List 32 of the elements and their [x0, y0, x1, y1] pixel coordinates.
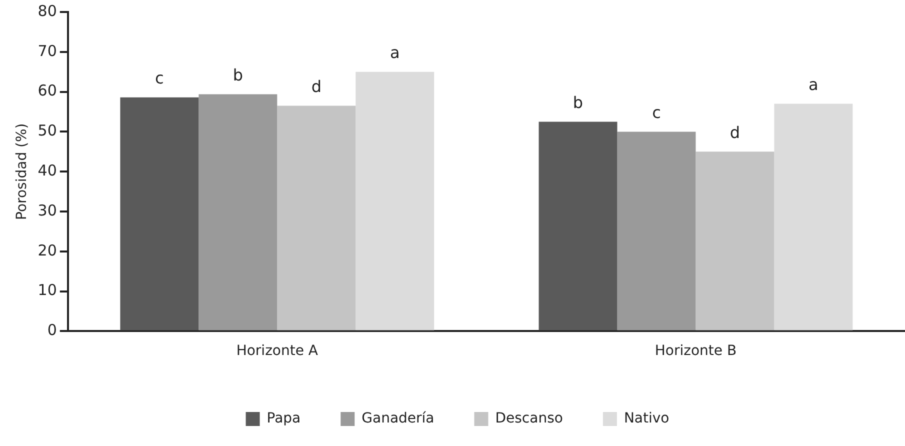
bar: [198, 94, 278, 330]
y-tick-label: 20: [38, 241, 57, 260]
data-label: c: [652, 102, 661, 122]
bar: [356, 72, 434, 330]
y-tick-label: 70: [38, 42, 57, 60]
y-tick-label: 10: [38, 281, 57, 300]
x-tick-label: Horizonte A: [236, 343, 318, 360]
legend-label: Nativo: [624, 410, 670, 427]
y-tick-label: 50: [38, 122, 57, 140]
y-tick-label: 80: [38, 2, 57, 20]
x-tick-label: Horizonte B: [654, 343, 737, 360]
data-label: d: [311, 76, 322, 96]
data-label: c: [155, 68, 164, 88]
legend-label: Papa: [266, 410, 301, 427]
y-tick-label: 60: [38, 82, 57, 100]
legend-label: Ganadería: [362, 410, 434, 427]
data-label: b: [572, 92, 584, 112]
y-tick-label: 0: [47, 321, 57, 340]
bar: [120, 97, 199, 330]
data-label: d: [730, 122, 740, 142]
bar: [538, 122, 618, 330]
y-axis-title: Porosidad (%): [14, 123, 30, 220]
bar: [277, 106, 356, 330]
y-tick-label: 30: [38, 201, 57, 220]
legend-label: Descanso: [495, 410, 563, 427]
data-label: a: [390, 43, 400, 62]
bar: [696, 152, 774, 330]
bar: [617, 132, 696, 330]
y-tick-label: 40: [38, 161, 57, 180]
bar: [774, 104, 853, 330]
data-label: a: [808, 74, 818, 94]
data-label: b: [232, 65, 244, 84]
